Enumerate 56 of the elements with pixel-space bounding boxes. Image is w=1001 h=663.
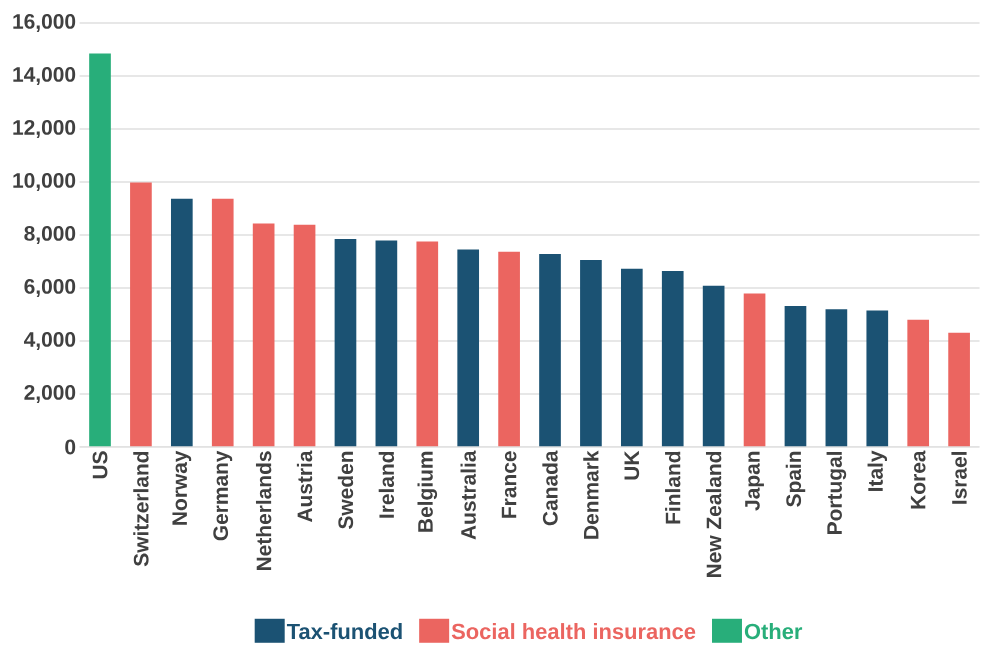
- y-tick-label: 8,000: [24, 226, 76, 244]
- bar: [130, 182, 152, 447]
- bar: [457, 249, 480, 447]
- bar: [89, 53, 111, 447]
- x-tick-label: Austria: [296, 450, 313, 523]
- y-tick-label: 14,000: [13, 67, 76, 85]
- x-tick-label: Finland: [665, 451, 681, 524]
- x-tick-label: US: [92, 451, 108, 479]
- bar: [334, 238, 357, 447]
- bar: [784, 306, 807, 447]
- x-tick-label: France: [501, 451, 517, 518]
- x-tick-label: Sweden: [337, 451, 354, 529]
- bar: [702, 285, 725, 447]
- x-tick-label: Portugal: [826, 451, 847, 534]
- x-tick-label: Belgium: [417, 451, 438, 532]
- bar: [948, 332, 970, 447]
- y-tick-label: 2,000: [24, 385, 76, 403]
- bar: [825, 309, 848, 447]
- bar: [866, 310, 889, 447]
- x-tick-label: Spain: [785, 451, 806, 507]
- bar: [620, 268, 643, 447]
- bar: [170, 198, 193, 447]
- bar: [211, 198, 234, 447]
- legend-label: Tax-funded: [286, 623, 402, 640]
- x-tick-label: Switzerland: [133, 451, 149, 567]
- x-tick-label: Ireland: [378, 451, 395, 518]
- legend-label: Social health insurance: [451, 623, 696, 640]
- y-tick-label: 12,000: [13, 120, 76, 138]
- x-tick-label: Italy: [867, 450, 888, 491]
- x-tick-label: Denmark: [583, 450, 599, 539]
- x-tick-label: Australia: [460, 450, 476, 540]
- x-tick-label: Israel: [951, 452, 967, 504]
- x-tick-label: New Zealand: [705, 451, 722, 577]
- bar: [416, 241, 439, 447]
- bar: [375, 240, 398, 447]
- y-tick-label: 0: [65, 439, 76, 455]
- bar: [252, 223, 275, 447]
- x-tick-label: Germany: [213, 450, 233, 541]
- x-tick-label: Netherlands: [255, 451, 272, 571]
- bar: [293, 224, 316, 447]
- bar: [661, 271, 684, 447]
- bar: [498, 251, 520, 447]
- x-tick-label: Norway: [172, 450, 192, 525]
- bar: [743, 293, 766, 447]
- bar: [580, 259, 602, 447]
- bar: [907, 319, 930, 447]
- x-tick-label: UK: [624, 450, 640, 480]
- y-tick-label: 16,000: [13, 14, 76, 32]
- x-tick-label: Japan: [745, 451, 764, 511]
- bar: [539, 254, 561, 447]
- x-tick-label: Korea: [910, 450, 926, 509]
- legend-label: Other: [744, 623, 803, 640]
- y-tick-label: 6,000: [24, 279, 76, 297]
- x-tick-label: Canada: [542, 450, 558, 526]
- y-tick-label: 10,000: [13, 173, 76, 191]
- y-tick-label: 4,000: [23, 332, 76, 350]
